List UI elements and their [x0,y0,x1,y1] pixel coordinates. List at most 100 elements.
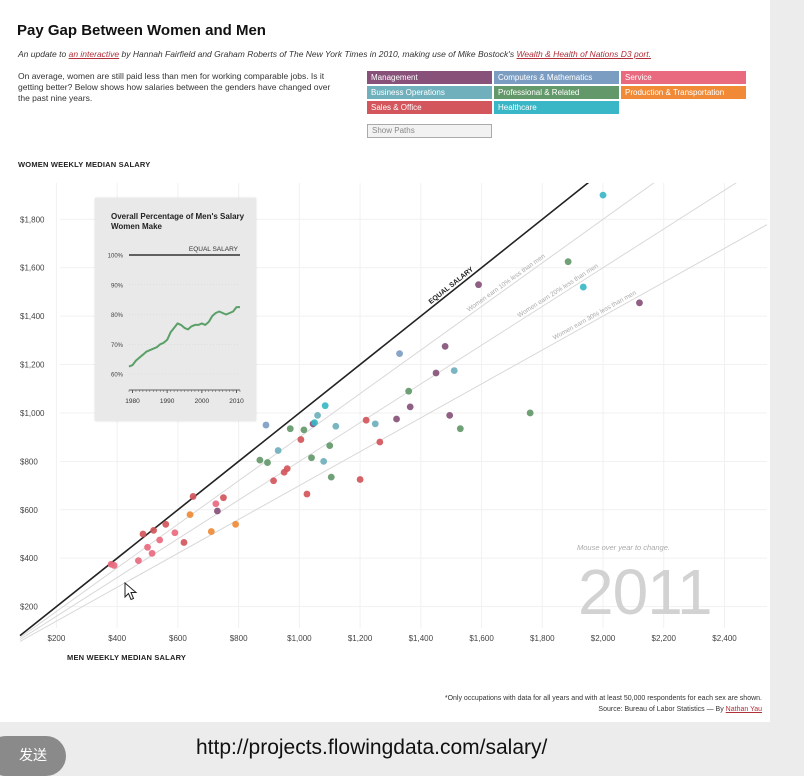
y-tick-label: $1,000 [20,409,45,418]
occupation-point [264,459,271,466]
interactive-link[interactable]: an interactive [68,49,120,59]
inset-line-chart: EQUAL SALARY 60% 70% 80% 90% 100% 1980 1990 2000… [108,246,245,405]
reference-line [19,183,737,640]
x-tick-label: $1,000 [287,634,312,643]
y-tick-label: $1,600 [20,264,45,273]
occupation-point [314,411,321,419]
inset-y-tick-label: 90% [111,283,124,289]
y-tick-label: $1,800 [20,215,45,224]
occupation-point [150,526,158,534]
occupation-point [405,387,413,395]
occupation-point [189,493,197,500]
inset-y-tick-label: 70% [111,343,124,349]
inset-title: Overall Percentage of Men's Salary Women… [111,212,245,231]
occupation-point [376,438,384,446]
reference-line-label: Women earn 30% less than men [552,289,638,341]
mouse-cursor-icon [124,582,138,601]
occupation-point [332,422,340,430]
occupation-point [135,557,142,564]
occupation-point [162,520,170,528]
occupation-point [270,477,277,485]
occupation-point [564,258,572,266]
equal-salary-label: EQUAL SALARY [189,246,239,253]
occupation-point [156,536,164,544]
occupation-point [393,415,400,423]
legend-item-management[interactable]: Management [367,71,492,84]
occupation-point [362,416,370,424]
send-button[interactable]: 发送 [0,736,66,776]
occupation-point [144,543,151,551]
occupation-point [636,299,643,307]
inset-x-tick-label: 1980 [125,398,140,405]
mouse-hint: Mouse over year to change. [577,543,670,552]
source-text: Source: Bureau of Labor Statistics — By [598,706,724,713]
y-tick-label: $800 [20,457,38,466]
occupation-point [220,494,227,502]
video-url-caption: http://projects.flowingdata.com/salary/ [196,736,548,759]
y-tick-label: $200 [20,603,38,612]
year-display[interactable]: 2011 [578,556,713,628]
source-line: Source: Bureau of Labor Statistics — By … [598,706,762,713]
occupation-point [110,562,118,569]
y-tick-label: $1,400 [20,312,45,321]
subtitle-middle: by Hannah Fairfield and Graham Roberts o… [121,49,515,59]
occupation-point [180,539,188,546]
occupation-point [274,447,282,454]
legend-item-computers-mathematics[interactable]: Computers & Mathematics [494,71,619,84]
inset-y-tick-label: 100% [108,254,124,260]
x-tick-label: $1,800 [530,634,555,643]
y-tick-label: $1,200 [20,361,45,370]
x-tick-label: $800 [230,634,248,643]
occupation-point [311,419,318,427]
reference-line [19,224,768,642]
inset-x-tick-label: 2010 [229,398,244,405]
legend-item-sales-office[interactable]: Sales & Office [367,101,492,114]
author-link[interactable]: Nathan Yau [725,706,762,713]
x-axis-label: MEN WEEKLY MEDIAN SALARY [67,653,187,662]
legend-item-production-transportation[interactable]: Production & Transportation [621,86,746,99]
x-tick-label: $2,000 [591,634,616,643]
occupation-point [283,465,291,473]
inset-x-tick-label: 1990 [160,398,175,405]
occupation-point [406,403,414,411]
inset-y-tick-label: 80% [111,313,124,319]
occupation-point [441,342,449,350]
graphic-panel: Pay Gap Between Women and Men An update … [0,0,770,722]
x-tick-label: $1,200 [348,634,373,643]
occupation-point [286,425,294,433]
x-tick-label: $2,200 [652,634,677,643]
show-paths-button[interactable]: Show Paths [367,124,492,138]
occupation-point [526,409,534,417]
occupation-point [456,425,464,433]
legend-item-service[interactable]: Service [621,71,746,84]
legend-item-business-operations[interactable]: Business Operations [367,86,492,99]
occupation-point [256,456,264,464]
x-tick-label: $200 [48,634,66,643]
page-title: Pay Gap Between Women and Men [17,22,266,39]
inset-panel: EQUAL SALARY 60% 70% 80% 90% 100% 1980 1990 2000… [95,198,256,421]
occupation-point [432,369,440,377]
pay-ratio-line [128,306,240,368]
occupation-point [450,367,458,374]
occupation-point [212,500,220,508]
legend-item-healthcare[interactable]: Healthcare [494,101,619,114]
wealth-health-link[interactable]: Wealth & Health of Nations D3 port. [516,49,651,59]
occupation-point [396,350,403,358]
footnote: *Only occupations with data for all year… [444,695,762,702]
occupation-point [475,281,482,289]
x-tick-label: $600 [169,634,187,643]
occupation-point [308,454,315,462]
y-axis-label: WOMEN WEEKLY MEDIAN SALARY [18,160,151,169]
occupation-point [579,283,587,291]
occupation-point [356,476,364,483]
y-tick-label: $400 [20,554,38,563]
legend-item-professional-related[interactable]: Professional & Related [494,86,619,99]
occupation-point [207,528,215,535]
occupation-point [171,529,179,537]
x-tick-label: $2,400 [712,634,737,643]
occupation-point [148,549,156,557]
occupation-point [326,442,334,450]
inset-y-tick-label: 60% [111,373,124,379]
occupation-point [446,411,454,419]
inset-x-tick-label: 2000 [195,398,210,405]
